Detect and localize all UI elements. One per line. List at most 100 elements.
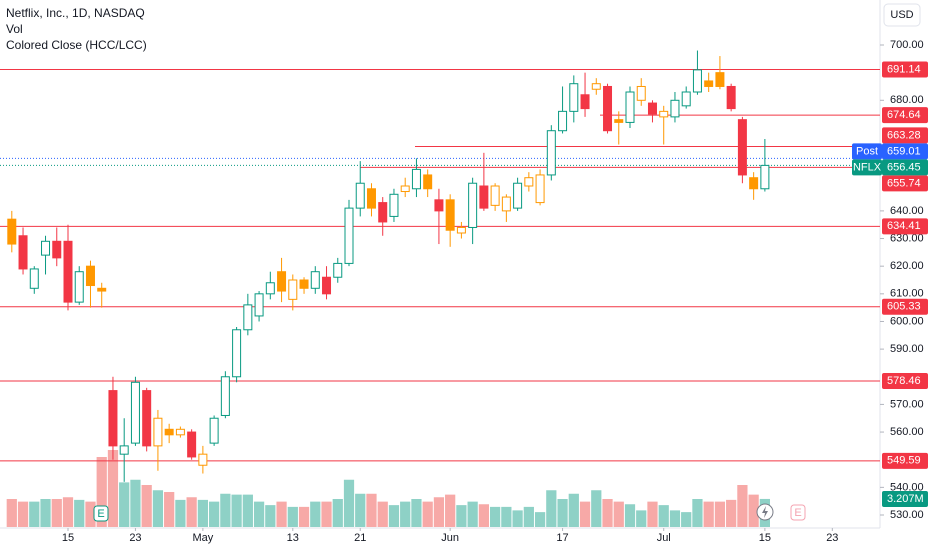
volume-bar bbox=[242, 494, 253, 527]
candle-body bbox=[513, 182, 523, 209]
candle-body bbox=[254, 293, 264, 317]
earnings-icon: E bbox=[93, 505, 109, 522]
volume-bar bbox=[175, 499, 186, 527]
candle-body bbox=[175, 428, 185, 436]
candle-body bbox=[74, 271, 84, 303]
candle-body bbox=[322, 276, 332, 295]
candle-body bbox=[400, 185, 410, 193]
candle-body bbox=[7, 218, 17, 245]
volume-bar bbox=[501, 506, 512, 527]
y-tick-label: 600.00 bbox=[890, 315, 924, 327]
volume-bar bbox=[220, 493, 231, 527]
x-tick-label: May bbox=[192, 532, 213, 544]
volume-bar bbox=[703, 501, 714, 527]
candle-body bbox=[52, 240, 62, 259]
volume-bar bbox=[287, 506, 298, 527]
volume-bar bbox=[411, 499, 422, 527]
dividend-icon bbox=[756, 503, 774, 521]
price-label: 663.28 bbox=[887, 129, 921, 141]
candle-body bbox=[187, 431, 197, 458]
volume-bar bbox=[321, 501, 332, 527]
candle-body bbox=[220, 376, 230, 416]
candle-body bbox=[333, 262, 343, 278]
candle-body bbox=[501, 196, 511, 212]
candle-body bbox=[423, 174, 433, 190]
candle-body bbox=[299, 279, 309, 289]
volume-bar bbox=[748, 494, 759, 527]
volume-bar bbox=[40, 499, 51, 527]
currency-button[interactable] bbox=[883, 3, 921, 27]
candle-body bbox=[198, 453, 208, 466]
candle-body bbox=[97, 287, 107, 292]
y-tick-label: 630.00 bbox=[890, 232, 924, 244]
price-label-box bbox=[882, 61, 928, 78]
candle-body bbox=[737, 119, 747, 176]
volume-bar bbox=[62, 497, 74, 527]
candle-body bbox=[164, 428, 174, 436]
x-tick-label: 23 bbox=[129, 532, 141, 544]
candle-body bbox=[636, 85, 646, 101]
volume-bar bbox=[388, 505, 400, 527]
volume-bar bbox=[29, 501, 40, 527]
candle-body bbox=[232, 329, 242, 378]
price-label: 655.74 bbox=[887, 177, 921, 189]
candle-body bbox=[715, 72, 725, 87]
candle-body bbox=[546, 130, 556, 176]
volume-bar bbox=[355, 493, 366, 527]
y-tick-label: 540.00 bbox=[890, 481, 924, 493]
price-tag-box bbox=[852, 143, 882, 160]
x-tick-label: 15 bbox=[759, 532, 771, 544]
candle-body bbox=[760, 164, 770, 190]
volume-bar bbox=[107, 450, 119, 527]
price-label-box bbox=[882, 452, 928, 469]
x-tick-label: 21 bbox=[354, 532, 366, 544]
price-label: 634.41 bbox=[887, 220, 921, 232]
price-label-box bbox=[882, 175, 928, 192]
price-tag-box bbox=[852, 159, 882, 176]
candle-body bbox=[310, 271, 320, 289]
candle-body bbox=[603, 85, 613, 132]
volume-bar bbox=[332, 499, 343, 527]
price-label: 674.64 bbox=[887, 109, 921, 121]
volume-bar bbox=[85, 501, 96, 527]
volume-bar bbox=[298, 506, 310, 527]
y-tick-label: 560.00 bbox=[890, 426, 924, 438]
candle-body bbox=[456, 226, 466, 234]
candle-body bbox=[265, 282, 275, 295]
volume-bar bbox=[658, 505, 669, 527]
earnings-icon: E bbox=[790, 504, 806, 521]
price-label: 605.33 bbox=[887, 301, 921, 313]
currency[interactable]: USD bbox=[890, 9, 913, 21]
candle-body bbox=[63, 240, 73, 303]
candle-body bbox=[749, 177, 759, 190]
y-tick-label: 530.00 bbox=[890, 509, 924, 521]
volume-bar bbox=[467, 501, 478, 527]
volume-bar bbox=[579, 501, 591, 527]
candle-body bbox=[434, 199, 444, 212]
x-tick-label: 23 bbox=[826, 532, 838, 544]
volume-bar bbox=[51, 499, 62, 527]
volume-bar bbox=[568, 493, 579, 527]
candle-body bbox=[580, 94, 590, 110]
volume-bar bbox=[445, 494, 456, 527]
chart-title: Netflix, Inc., 1D, NASDAQ bbox=[6, 6, 145, 20]
volume-bar bbox=[253, 501, 265, 527]
x-tick-label: 13 bbox=[287, 532, 299, 544]
candle-body bbox=[411, 168, 421, 190]
price-label-box bbox=[882, 298, 928, 315]
candle-body bbox=[130, 381, 140, 444]
candle-body bbox=[468, 182, 478, 228]
candle-body bbox=[288, 279, 298, 300]
candle-body bbox=[681, 91, 691, 107]
volume-bar bbox=[366, 493, 377, 527]
candle-body bbox=[389, 193, 399, 217]
candle-body bbox=[647, 102, 657, 115]
volume-bar bbox=[265, 505, 276, 527]
x-tick-label: Jun bbox=[441, 532, 459, 544]
volume-bar bbox=[209, 501, 220, 527]
candle-body bbox=[670, 99, 680, 118]
volume-bar bbox=[692, 499, 703, 527]
volume-bar bbox=[400, 501, 411, 527]
price-label: 578.46 bbox=[887, 375, 921, 387]
candle-body bbox=[243, 304, 253, 331]
